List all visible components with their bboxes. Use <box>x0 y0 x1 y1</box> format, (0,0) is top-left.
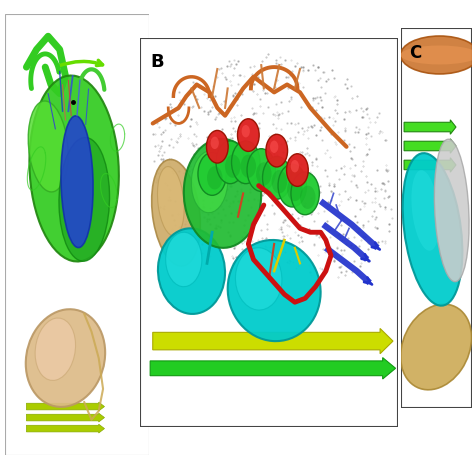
FancyArrow shape <box>27 402 104 411</box>
Ellipse shape <box>26 309 105 407</box>
Circle shape <box>278 164 307 207</box>
Ellipse shape <box>184 139 261 248</box>
Circle shape <box>216 141 245 184</box>
Ellipse shape <box>29 75 119 262</box>
Ellipse shape <box>236 248 282 310</box>
Ellipse shape <box>191 151 228 213</box>
Ellipse shape <box>411 170 439 251</box>
Circle shape <box>207 166 222 190</box>
Ellipse shape <box>434 139 469 282</box>
Ellipse shape <box>61 116 93 247</box>
Circle shape <box>272 170 287 193</box>
Ellipse shape <box>403 153 462 306</box>
FancyArrow shape <box>153 328 393 354</box>
Circle shape <box>287 178 302 201</box>
Circle shape <box>256 162 272 186</box>
Ellipse shape <box>35 318 75 381</box>
Ellipse shape <box>152 159 201 266</box>
Circle shape <box>291 172 319 215</box>
FancyArrow shape <box>27 413 104 422</box>
FancyArrow shape <box>404 120 456 134</box>
Circle shape <box>225 155 241 178</box>
Circle shape <box>242 125 250 137</box>
Ellipse shape <box>401 36 474 74</box>
Circle shape <box>270 140 278 153</box>
Ellipse shape <box>28 101 68 192</box>
Circle shape <box>198 153 227 195</box>
Circle shape <box>237 119 259 151</box>
Ellipse shape <box>158 228 225 314</box>
Text: B: B <box>150 54 164 72</box>
Ellipse shape <box>401 304 472 390</box>
Circle shape <box>263 156 291 199</box>
Circle shape <box>266 134 288 167</box>
FancyArrow shape <box>404 139 456 153</box>
FancyArrow shape <box>27 424 104 433</box>
Circle shape <box>247 149 275 191</box>
Ellipse shape <box>165 232 202 287</box>
FancyArrow shape <box>404 158 456 172</box>
Ellipse shape <box>228 240 320 341</box>
Circle shape <box>291 160 299 173</box>
Circle shape <box>300 186 316 209</box>
Text: C: C <box>409 44 421 62</box>
Circle shape <box>287 154 308 186</box>
Ellipse shape <box>59 137 109 261</box>
Circle shape <box>241 155 256 178</box>
Circle shape <box>231 141 260 184</box>
Circle shape <box>210 137 219 149</box>
Ellipse shape <box>157 166 184 236</box>
Ellipse shape <box>401 46 474 64</box>
FancyArrow shape <box>150 357 396 379</box>
Circle shape <box>207 130 228 163</box>
